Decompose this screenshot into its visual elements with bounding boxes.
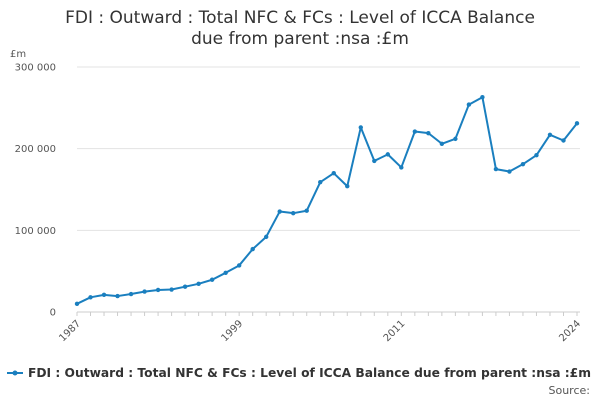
data-point (128, 291, 134, 297)
y-axis-ticks: 0 100 000 200 000 300 000 (15, 63, 56, 319)
data-point (209, 277, 215, 282)
data-point (480, 95, 485, 100)
data-point (358, 125, 363, 130)
series-line (76, 96, 578, 305)
data-point (439, 141, 445, 146)
series-layer (74, 95, 580, 307)
data-point (547, 132, 553, 137)
data-point (426, 130, 431, 136)
legend-series-label: FDI : Outward : Total NFC & FCs : Level … (28, 366, 591, 380)
data-point (507, 169, 512, 174)
data-point (277, 209, 282, 214)
gridlines (77, 66, 580, 313)
data-point (318, 179, 323, 185)
data-point (345, 184, 350, 189)
x-tick-label: 2024 (557, 318, 583, 344)
data-point (88, 295, 93, 300)
data-point (142, 289, 147, 294)
legend: FDI : Outward : Total NFC & FCs : Level … (7, 366, 591, 380)
source-label: Source: (549, 384, 591, 397)
x-tick-label: 1999 (220, 318, 246, 344)
data-point (263, 234, 269, 240)
chart-title-line-1: FDI : Outward : Total NFC & FCs : Level … (65, 8, 535, 28)
data-point (453, 136, 458, 142)
data-point (196, 281, 201, 287)
data-point (493, 166, 499, 172)
data-point (182, 284, 188, 289)
y-tick-label: 100 000 (15, 226, 56, 237)
data-point (169, 287, 174, 292)
data-point (155, 287, 161, 293)
data-point (385, 152, 391, 157)
x-tick-label: 1987 (57, 318, 83, 344)
data-point (291, 210, 296, 216)
data-point (520, 161, 526, 167)
data-point (115, 293, 120, 299)
data-point (331, 170, 336, 176)
x-tick-label: 2011 (382, 318, 408, 344)
data-point (372, 158, 377, 164)
data-point (399, 165, 404, 170)
data-point (534, 153, 539, 158)
data-point (412, 129, 418, 134)
data-point (101, 292, 107, 298)
y-tick-label: 300 000 (15, 63, 56, 74)
data-point (236, 263, 242, 268)
legend-marker-swatch (12, 370, 18, 376)
data-point (74, 301, 80, 307)
y-axis-unit-label: £m (10, 49, 26, 60)
y-tick-label: 0 (50, 308, 56, 319)
data-point (561, 138, 566, 143)
x-axis: 1987 1999 2011 2024 (57, 311, 583, 344)
data-point (304, 208, 309, 213)
data-point (574, 121, 580, 126)
data-point (250, 246, 255, 252)
data-point (223, 270, 228, 275)
data-point (466, 102, 472, 107)
chart-title-line-2: due from parent :nsa :£m (191, 29, 409, 49)
y-tick-label: 200 000 (15, 144, 56, 155)
